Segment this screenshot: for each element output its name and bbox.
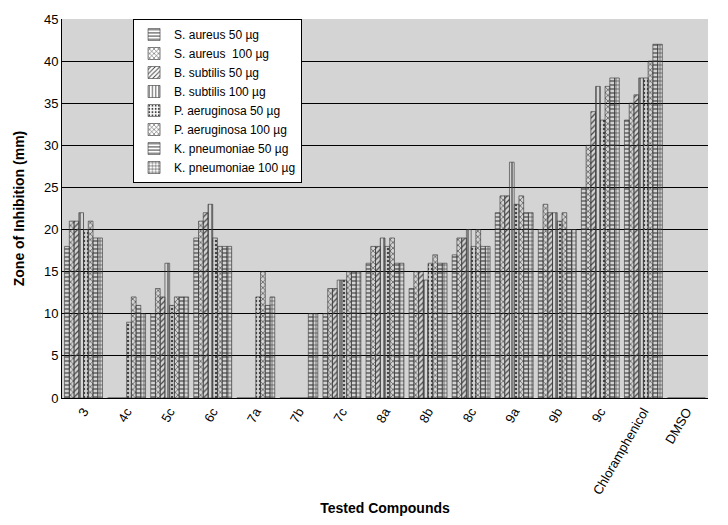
svg-text:20: 20 [44, 222, 58, 237]
svg-text:3: 3 [75, 405, 92, 419]
svg-text:10: 10 [44, 306, 58, 321]
svg-text:B. subtilis 50 µg: B. subtilis 50 µg [174, 66, 259, 80]
svg-text:Zone of Inhibition (mm): Zone of Inhibition (mm) [11, 131, 27, 287]
svg-text:S. aureus 50 µg: S. aureus 50 µg [174, 28, 259, 42]
svg-text:8b: 8b [416, 405, 436, 425]
svg-text:30: 30 [44, 138, 58, 153]
svg-text:35: 35 [44, 96, 58, 111]
svg-text:P. aeruginosa 100 µg: P. aeruginosa 100 µg [174, 123, 287, 137]
svg-text:5c: 5c [158, 405, 178, 425]
svg-text:45: 45 [44, 12, 58, 27]
svg-text:Chloramphenicol: Chloramphenicol [590, 405, 652, 497]
svg-text:7b: 7b [287, 405, 307, 425]
svg-text:7c: 7c [330, 405, 350, 425]
svg-text:15: 15 [44, 264, 58, 279]
svg-text:9a: 9a [502, 405, 523, 426]
svg-text:6c: 6c [201, 405, 221, 425]
svg-text:K. pneumoniae 100 µg: K. pneumoniae 100 µg [174, 161, 295, 175]
svg-text:8a: 8a [373, 405, 394, 426]
svg-text:S. aureus 100 µg: S. aureus 100 µg [174, 47, 269, 61]
svg-text:DMSO: DMSO [662, 405, 694, 446]
svg-text:K. pneumoniae 50 µg: K. pneumoniae 50 µg [174, 142, 288, 156]
svg-text:40: 40 [44, 54, 58, 69]
svg-text:B. subtilis 100 µg: B. subtilis 100 µg [174, 85, 266, 99]
svg-text:P. aeruginosa 50 µg: P. aeruginosa 50 µg [174, 104, 280, 118]
svg-text:5: 5 [51, 348, 58, 363]
svg-text:9c: 9c [589, 405, 609, 425]
svg-text:7a: 7a [244, 405, 265, 426]
svg-text:0: 0 [51, 391, 58, 406]
svg-text:9b: 9b [545, 405, 565, 425]
svg-text:Tested Compounds: Tested Compounds [320, 500, 450, 516]
svg-text:4c: 4c [115, 405, 135, 425]
svg-text:25: 25 [44, 180, 58, 195]
svg-text:8c: 8c [459, 405, 479, 425]
